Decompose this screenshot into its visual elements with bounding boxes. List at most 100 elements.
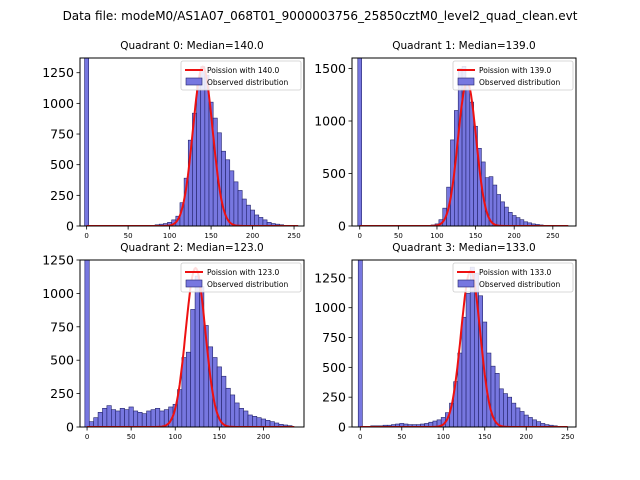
legend-observed-label: Observed distribution xyxy=(479,280,560,289)
legend-box xyxy=(180,262,302,293)
histogram-bar xyxy=(97,412,103,427)
legend-poisson-label: Poission with 133.0 xyxy=(479,268,552,277)
histogram-bar xyxy=(221,375,227,427)
y-tick-label: 1250 xyxy=(42,65,74,80)
x-tick-label: 150 xyxy=(204,232,217,240)
histogram-bar xyxy=(457,68,463,226)
histogram-bar xyxy=(150,409,156,427)
subplot-title: Quadrant 1: Median=139.0 xyxy=(392,40,535,52)
histogram-bar xyxy=(102,407,108,427)
y-tick-label: 500 xyxy=(50,157,74,172)
histogram-bar xyxy=(515,407,521,427)
histogram-bar xyxy=(93,417,99,427)
histogram-bar xyxy=(252,416,258,427)
histogram-bar xyxy=(519,411,525,427)
y-tick-label: 1250 xyxy=(314,270,346,285)
legend-observed-label: Observed distribution xyxy=(479,78,560,87)
histogram-bar xyxy=(115,410,121,427)
histogram-bar xyxy=(159,410,165,427)
x-tick-label: 250 xyxy=(287,232,300,240)
x-tick-label: 200 xyxy=(508,232,521,240)
x-tick-label: 100 xyxy=(437,433,450,441)
x-tick-label: 250 xyxy=(546,232,559,240)
y-tick-label: 0 xyxy=(66,219,74,234)
histogram-bar xyxy=(504,206,509,226)
histogram-bar xyxy=(190,309,196,427)
y-tick-label: 250 xyxy=(50,386,74,401)
histogram-bar xyxy=(233,181,239,226)
poisson-curve xyxy=(360,269,568,427)
histogram-bar xyxy=(128,406,134,427)
histogram-bar xyxy=(260,418,266,427)
histogram-bar xyxy=(196,84,202,226)
histogram-bar xyxy=(119,407,125,427)
y-tick-label: 1250 xyxy=(42,253,74,268)
histogram-bar xyxy=(246,204,251,226)
histogram-bar xyxy=(461,316,467,427)
histogram-bar xyxy=(133,410,139,427)
histogram-bar xyxy=(241,198,247,226)
histogram-bar xyxy=(155,407,161,427)
x-tick-label: 0 xyxy=(85,433,89,441)
histogram-bar xyxy=(146,410,152,427)
x-tick-label: 150 xyxy=(469,232,482,240)
histogram-bar xyxy=(247,414,253,427)
histogram-bar xyxy=(527,417,533,427)
x-tick-label: 0 xyxy=(84,232,88,240)
histogram-bar xyxy=(250,209,255,226)
histogram-bar xyxy=(106,405,112,427)
plot-area xyxy=(357,58,569,226)
histogram-bar xyxy=(124,409,130,427)
plot-area xyxy=(84,260,295,427)
axes-frame xyxy=(79,57,305,227)
histogram-bar-zero-spike xyxy=(357,260,363,427)
histogram-bar xyxy=(511,215,517,226)
y-tick-label: 0 xyxy=(66,420,74,435)
histogram-bar xyxy=(111,409,117,427)
histogram-bar xyxy=(532,419,537,427)
histogram-bar xyxy=(498,388,504,427)
legend-observed-swatch xyxy=(457,77,475,86)
histogram-bar xyxy=(465,293,471,427)
x-tick-label: 200 xyxy=(520,433,533,441)
y-tick-label: 500 xyxy=(322,166,346,181)
subplot-quadrant-0: Quadrant 0: Median=140.0 0 50 100 150 200 250… xyxy=(42,40,305,240)
poisson-curve xyxy=(86,65,299,226)
histogram-bar xyxy=(243,410,249,427)
x-tick-label: 50 xyxy=(394,232,403,240)
x-tick-label: 100 xyxy=(430,232,443,240)
axes-frame xyxy=(351,57,577,227)
histogram-bar xyxy=(494,373,500,427)
histogram-bar xyxy=(141,413,147,427)
legend-box xyxy=(180,60,302,91)
x-tick-label: 0 xyxy=(357,232,361,240)
subplot-quadrant-1: Quadrant 1: Median=139.0 0 50 100 150 200 250… xyxy=(314,40,577,240)
subplot-title: Quadrant 2: Median=123.0 xyxy=(120,242,263,254)
y-tick-label: 250 xyxy=(50,188,74,203)
y-tick-label: 1000 xyxy=(42,96,74,111)
x-tick-label: 150 xyxy=(478,433,491,441)
x-tick-label: 200 xyxy=(246,232,259,240)
histogram-bar xyxy=(237,190,243,226)
axes-frame xyxy=(351,259,577,428)
x-tick-label: 0 xyxy=(358,433,362,441)
histogram-bar xyxy=(503,393,508,427)
y-tick-label: 0 xyxy=(338,219,346,234)
figure-suptitle: Data file: modeM0/AS1A07_068T01_90000037… xyxy=(63,9,578,23)
histogram-bar xyxy=(258,217,264,226)
histogram-bar xyxy=(515,217,521,226)
histogram-bar xyxy=(254,214,260,226)
histogram-bar xyxy=(492,184,498,226)
plot-area xyxy=(84,58,299,226)
legend-observed-swatch xyxy=(457,279,475,288)
histogram-bar xyxy=(137,412,143,427)
x-tick-label: 250 xyxy=(561,433,574,441)
y-tick-label: 1000 xyxy=(314,300,346,315)
histogram-bar xyxy=(238,407,244,427)
y-tick-label: 750 xyxy=(322,330,346,345)
axes-frame xyxy=(79,259,305,428)
legend-box xyxy=(452,60,574,91)
x-tick-label: 50 xyxy=(124,232,133,240)
y-tick-label: 250 xyxy=(322,390,346,405)
